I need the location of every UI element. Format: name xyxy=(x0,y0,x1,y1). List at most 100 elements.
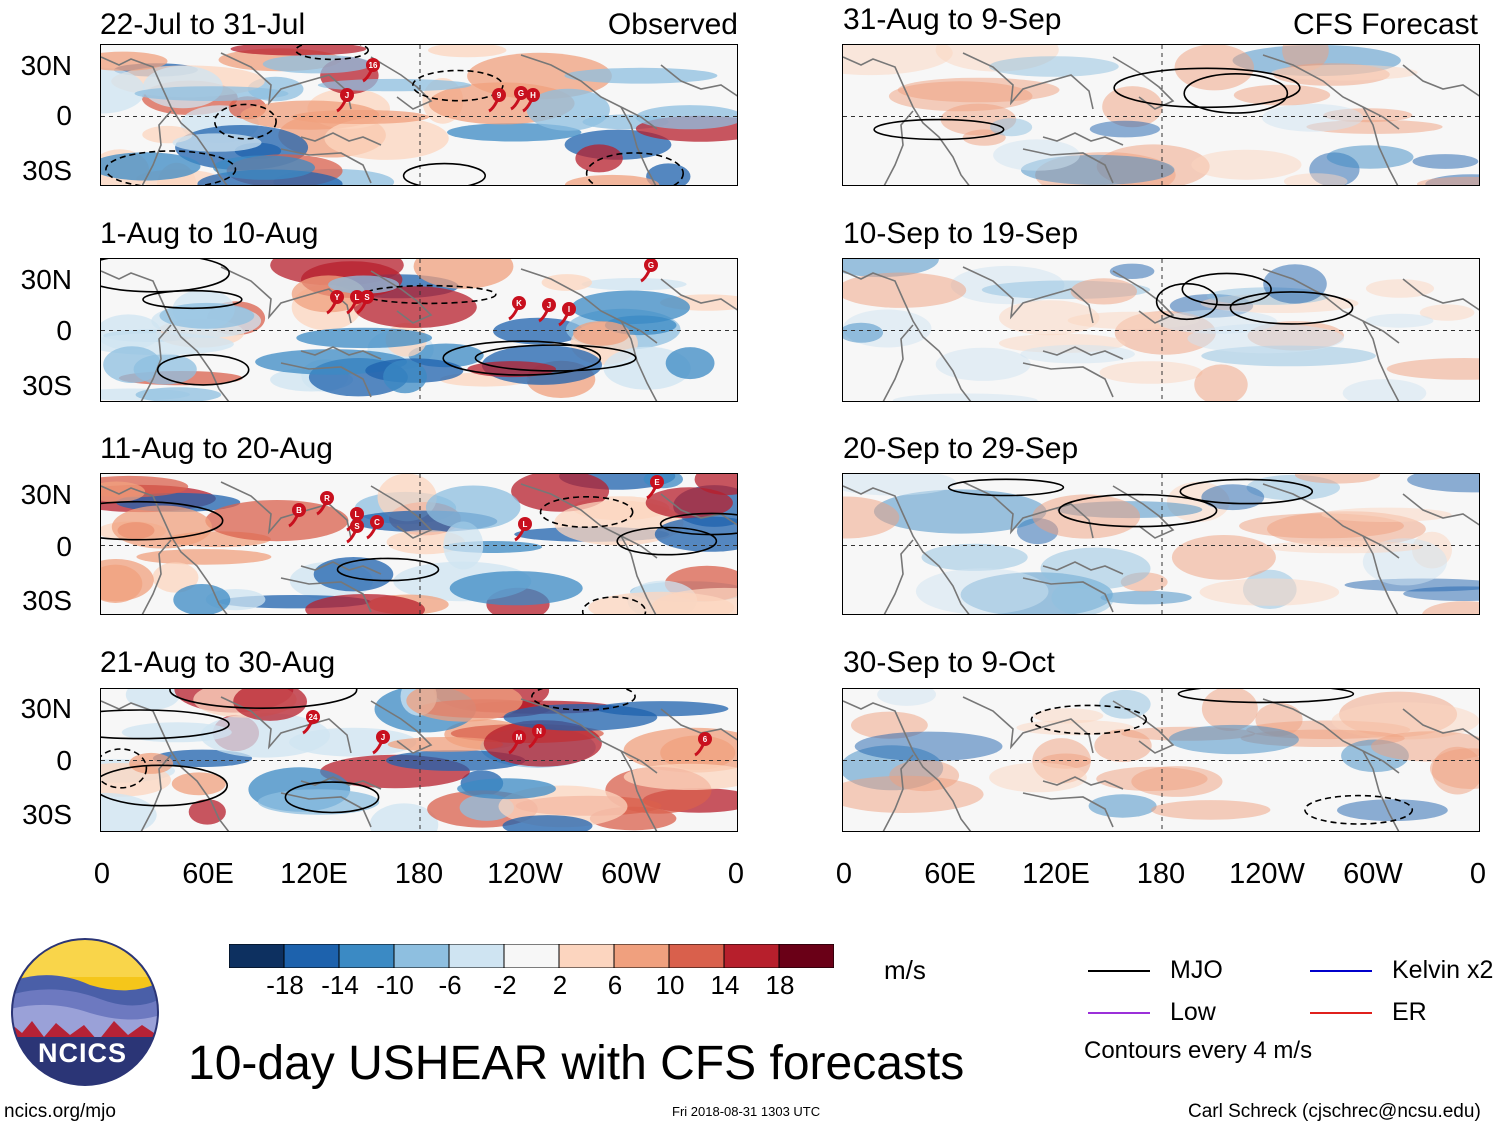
map-panel-observed-1: 16 J 9 G H xyxy=(100,44,738,186)
colorbar-unit: m/s xyxy=(884,955,926,985)
lon-label-left: 180 xyxy=(394,858,444,890)
colorbar-swatch xyxy=(229,944,285,968)
legend-label-low: Low xyxy=(1170,998,1216,1026)
colorbar-swatch xyxy=(668,944,725,968)
storm-marker: E xyxy=(646,475,664,500)
storm-marker: M xyxy=(508,730,526,755)
storm-marker: K xyxy=(508,296,526,321)
colorbar-tick: 10 xyxy=(655,970,685,1000)
lat-label-eq: 0 xyxy=(56,100,72,131)
storm-marker: J xyxy=(538,298,556,323)
colorbar-swatch xyxy=(503,944,560,968)
svg-text:S: S xyxy=(354,522,360,531)
observed-label: Observed xyxy=(607,8,738,41)
legend-line-low xyxy=(1088,1012,1150,1014)
storm-marker: Y xyxy=(326,290,344,315)
svg-text:L: L xyxy=(523,520,528,529)
svg-text:24: 24 xyxy=(309,713,318,722)
svg-text:Y: Y xyxy=(334,293,340,302)
legend-line-mjo xyxy=(1088,970,1150,972)
panel-title-obs-1: 22-Jul to 31-Jul xyxy=(100,8,306,41)
svg-text:J: J xyxy=(547,301,551,310)
lon-label-left: 120W xyxy=(487,858,563,890)
svg-text:S: S xyxy=(364,293,370,302)
colorbar-swatch xyxy=(558,944,615,968)
svg-text:H: H xyxy=(530,91,536,100)
colorbar-swatch xyxy=(338,944,395,968)
lat-label-30s: 30S xyxy=(22,585,72,616)
lon-label-left: 60E xyxy=(182,858,234,890)
lon-label-right: 120E xyxy=(1022,858,1090,890)
logo-text: NCICS xyxy=(38,1038,128,1068)
colorbar-swatch xyxy=(723,944,780,968)
footer-timestamp: Fri 2018-08-31 1303 UTC xyxy=(672,1104,821,1119)
map-panel-forecast-1 xyxy=(842,44,1480,186)
contour-note: Contours every 4 m/s xyxy=(1084,1037,1313,1064)
storm-marker: H xyxy=(522,88,540,113)
panel-title-fc-2: 10-Sep to 19-Sep xyxy=(843,217,1079,250)
lat-label-eq: 0 xyxy=(56,531,72,562)
panel-title-fc-1: 31-Aug to 9-Sep xyxy=(843,3,1062,36)
main-title: 10-day USHEAR with CFS forecasts xyxy=(188,1037,965,1090)
map-panel-observed-4: 24 J M N 6 xyxy=(100,688,738,832)
svg-text:G: G xyxy=(518,89,524,98)
colorbar-tick: -2 xyxy=(493,970,517,1000)
storm-marker: C xyxy=(366,515,384,540)
colorbar-tick: 2 xyxy=(552,970,568,1000)
svg-text:6: 6 xyxy=(703,735,708,744)
svg-text:M: M xyxy=(516,733,523,742)
storm-marker: S xyxy=(346,519,364,544)
colorbar-tick: -14 xyxy=(321,970,359,1000)
lat-label-eq: 0 xyxy=(56,315,72,346)
colorbar-swatch xyxy=(778,944,834,968)
colorbar-swatch xyxy=(448,944,505,968)
colorbar-tick: 18 xyxy=(765,970,795,1000)
colorbar-tick: 14 xyxy=(710,970,740,1000)
lat-label-eq: 0 xyxy=(56,745,72,776)
colorbar xyxy=(229,944,834,968)
legend-label-mjo: MJO xyxy=(1170,956,1223,984)
svg-text:G: G xyxy=(648,261,654,270)
legend-line-kelvin xyxy=(1310,970,1372,972)
lon-label-left: 0 xyxy=(93,858,111,890)
lon-label-right: 60W xyxy=(1343,858,1403,890)
svg-text:J: J xyxy=(381,733,385,742)
storm-marker: I xyxy=(558,302,576,327)
storm-marker: B xyxy=(288,503,306,528)
storm-marker: 24 xyxy=(302,710,320,735)
colorbar-swatch xyxy=(393,944,450,968)
storm-marker: R xyxy=(316,491,334,516)
colorbar-swatch xyxy=(613,944,670,968)
panel-title-fc-3: 20-Sep to 29-Sep xyxy=(843,432,1079,465)
map-panel-forecast-4 xyxy=(842,688,1480,832)
lat-label-30n: 30N xyxy=(20,479,72,510)
storm-marker: 9 xyxy=(488,88,506,113)
svg-text:C: C xyxy=(374,518,380,527)
svg-text:J: J xyxy=(345,91,349,100)
svg-text:K: K xyxy=(516,299,522,308)
colorbar-swatch xyxy=(283,944,340,968)
lat-label-30n: 30N xyxy=(20,693,72,724)
svg-text:L: L xyxy=(355,293,360,302)
lon-label-right: 0 xyxy=(1469,858,1487,890)
lat-label-30n: 30N xyxy=(20,264,72,295)
ncics-logo xyxy=(11,938,159,1086)
panel-title-fc-4: 30-Sep to 9-Oct xyxy=(843,646,1055,679)
cfs-forecast-label: CFS Forecast xyxy=(1292,8,1478,41)
storm-marker: G xyxy=(510,86,528,111)
storm-marker: J xyxy=(336,88,354,113)
footer-url[interactable]: ncics.org/mjo xyxy=(4,1101,116,1122)
lat-label-30s: 30S xyxy=(22,799,72,830)
colorbar-tick: -10 xyxy=(376,970,414,1000)
legend-label-kelvin: Kelvin x2 xyxy=(1392,956,1494,984)
lat-label-30n: 30N xyxy=(20,50,72,81)
storm-marker: J xyxy=(372,730,390,755)
lon-label-right: 60E xyxy=(924,858,976,890)
lon-label-left: 120E xyxy=(280,858,348,890)
legend-line-er xyxy=(1310,1012,1372,1014)
svg-text:E: E xyxy=(654,478,660,487)
map-panel-forecast-2 xyxy=(842,258,1480,402)
panel-title-obs-4: 21-Aug to 30-Aug xyxy=(100,646,336,679)
lat-label-30s: 30S xyxy=(22,370,72,401)
